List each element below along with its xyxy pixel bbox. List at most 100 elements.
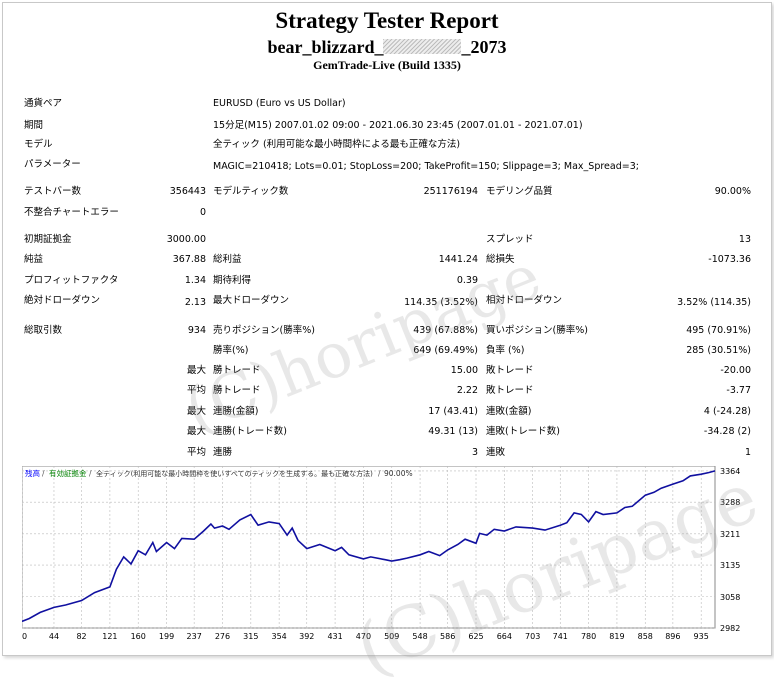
x-tick-label: 315: [243, 632, 258, 641]
avg-consec-win-label: 連勝: [213, 447, 233, 458]
x-tick-label: 741: [553, 632, 568, 641]
bars-value: 356443: [169, 186, 206, 197]
balance-series-line: [22, 470, 716, 623]
abs-dd-label: 絶対ドローダウン: [24, 295, 101, 306]
chart-plot-area: [22, 466, 716, 629]
redacted-mask: [383, 39, 462, 54]
avg-consec-win-value: 3: [471, 447, 478, 458]
x-tick-label: 237: [187, 632, 202, 641]
ea-name-prefix: bear_blizzard_: [267, 37, 384, 57]
winrate-label: 勝率(%): [213, 345, 249, 356]
payoff-value: 0.39: [456, 275, 478, 286]
mismatch-value: 0: [199, 207, 206, 218]
chart-legend: 残高 / 有効証拠金 / 全ティック(利用可能な最小時間枠を使いすべてのティック…: [25, 468, 413, 478]
trades-value: 934: [187, 325, 206, 336]
x-tick-label: 392: [299, 632, 314, 641]
gross-loss-value: -1073.36: [708, 254, 751, 265]
largest-loss-value: -20.00: [720, 365, 751, 376]
payoff-label: 期待利得: [213, 275, 252, 286]
consec-win-amt-value: 17 (43.41): [428, 406, 478, 417]
largest-win-label: 勝トレード: [213, 365, 261, 376]
lossrate-value: 285 (30.51%): [686, 345, 751, 356]
x-tick-label: 819: [609, 632, 624, 641]
x-tick-label: 780: [581, 632, 596, 641]
period-label: 期間: [24, 120, 44, 131]
x-tick-label: 509: [384, 632, 399, 641]
quality-label: モデリング品質: [486, 186, 553, 197]
report-title: Strategy Tester Report: [275, 8, 499, 33]
model-label: モデル: [24, 139, 53, 150]
x-tick-label: 935: [694, 632, 709, 641]
abs-dd-value: 2.13: [184, 297, 206, 308]
deposit-label: 初期証拠金: [24, 234, 72, 245]
net-label: 純益: [24, 254, 44, 265]
ticks-label: モデルティック数: [213, 186, 289, 197]
gross-profit-label: 総利益: [213, 254, 242, 265]
avg-loss-value: -3.77: [726, 385, 751, 396]
legend-equity: 有効証拠金: [49, 468, 87, 478]
legend-model: 全ティック(利用可能な最小時間枠を使いすべてのティックを生成する。最も正確な方法…: [96, 469, 373, 478]
long-label: 買いポジション(勝率%): [486, 325, 588, 336]
rel-dd-label: 相対ドローダウン: [486, 295, 563, 306]
consec-win-cnt-label: 連勝(トレード数): [213, 426, 287, 437]
x-tick-label: 586: [440, 632, 455, 641]
pair-label: 通貨ペア: [24, 98, 63, 109]
x-tick-label: 431: [327, 632, 342, 641]
x-tick-label: 354: [272, 632, 287, 641]
avg-word-1: 平均: [186, 385, 206, 396]
model-value: 全ティック (利用可能な最小時間枠による最も正確な方法): [213, 139, 461, 150]
x-tick-label: 625: [468, 632, 483, 641]
winrate-value: 649 (69.49%): [413, 345, 478, 356]
avg-win-value: 2.22: [456, 385, 478, 396]
max-word-3: 最大: [186, 426, 206, 437]
x-tick-label: 199: [159, 632, 174, 641]
short-label: 売りポジション(勝率%): [213, 325, 315, 336]
x-tick-label: 548: [412, 632, 427, 641]
lossrate-label: 負率 (%): [486, 345, 525, 356]
x-tick-label: 470: [356, 632, 371, 641]
y-tick-label: 3211: [720, 530, 740, 539]
deposit-value: 3000.00: [166, 234, 206, 245]
consec-win-amt-label: 連勝(金額): [213, 406, 259, 417]
avg-consec-loss-value: 1: [744, 447, 751, 458]
x-tick-label: 276: [215, 632, 230, 641]
mismatch-label: 不整合チャートエラー: [24, 207, 119, 218]
x-tick-label: 703: [525, 632, 540, 641]
consec-loss-amt-label: 連敗(金額): [486, 406, 532, 417]
balance-chart: 0 44 82 121 160 199 237 276 315 354 392 431 470 509 54…: [22, 466, 740, 641]
consec-loss-cnt-value: -34.28 (2): [703, 426, 751, 437]
pf-value: 1.34: [184, 275, 206, 286]
largest-win-value: 15.00: [450, 365, 478, 376]
gross-loss-label: 総損失: [486, 254, 515, 265]
largest-loss-label: 敗トレード: [486, 365, 534, 376]
consec-loss-amt-value: 4 (-24.28): [703, 406, 751, 417]
long-value: 495 (70.91%): [686, 325, 751, 336]
y-tick-label: 3364: [720, 467, 740, 476]
x-tick-label: 0: [22, 632, 27, 641]
pair-value: EURUSD (Euro vs US Dollar): [213, 98, 346, 109]
x-tick-label: 121: [102, 632, 117, 641]
y-tick-label: 3135: [720, 561, 740, 570]
legend-sep-1: /: [42, 469, 45, 478]
server-name: GemTrade-Live (Build 1335): [313, 58, 461, 72]
legend-sep-2: /: [89, 469, 92, 478]
x-tick-label: 44: [49, 632, 59, 641]
ea-name-suffix: _2073: [461, 37, 507, 57]
y-tick-label: 3288: [720, 498, 740, 507]
rel-dd-value: 3.52% (114.35): [677, 297, 751, 308]
avg-loss-label: 敗トレード: [486, 385, 534, 396]
y-tick-label: 3058: [720, 593, 740, 602]
y-axis-ticks: 2982 3058 3135 3211 3288 3364: [720, 467, 740, 633]
avg-word-2: 平均: [186, 447, 206, 458]
avg-win-label: 勝トレード: [213, 385, 261, 396]
params-label: パラメーター: [24, 159, 81, 170]
bars-label: テストバー数: [24, 186, 82, 197]
max-dd-value: 114.35 (3.52%): [404, 297, 478, 308]
x-tick-label: 896: [665, 632, 680, 641]
trades-label: 総取引数: [24, 325, 63, 336]
pf-label: プロフィットファクタ: [24, 275, 119, 286]
max-word-2: 最大: [186, 406, 206, 417]
gross-profit-value: 1441.24: [438, 254, 478, 265]
net-value: 367.88: [172, 254, 206, 265]
x-tick-label: 82: [76, 632, 86, 641]
